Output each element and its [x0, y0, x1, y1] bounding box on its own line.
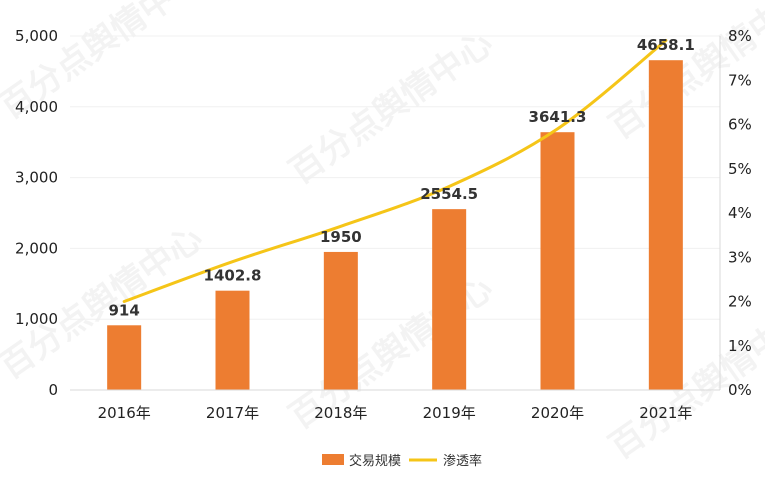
y-right-tick-label: 1%	[728, 337, 752, 355]
bar-series	[107, 60, 683, 391]
line-series	[122, 38, 668, 303]
x-tick-label: 2018年	[314, 404, 367, 422]
y-right-tick-label: 4%	[728, 204, 752, 222]
y-right-tick-label: 6%	[728, 116, 752, 134]
data-label: 3641.3	[529, 108, 587, 126]
penetration-rate-line	[122, 38, 668, 303]
legend: 交易规模 渗透率	[322, 453, 482, 469]
x-tick-label: 2021年	[639, 404, 692, 422]
data-labels: 914 1402.8 1950 2554.5 3641.3 4658.1	[109, 36, 695, 319]
y-left-tick-label: 0	[48, 381, 58, 399]
bar-2016年	[107, 325, 142, 390]
y-right-tick-label: 8%	[728, 27, 752, 45]
y-right-tick-label: 3%	[728, 248, 752, 266]
gridlines	[70, 35, 720, 320]
y-left-tick-label: 5,000	[15, 27, 58, 45]
data-label: 4658.1	[637, 36, 695, 54]
x-tick-label: 2019年	[423, 404, 476, 422]
bar-2020年	[540, 132, 575, 390]
legend-swatch-bar	[322, 454, 344, 465]
data-label: 2554.5	[420, 185, 478, 203]
y-right-tick-label: 5%	[728, 160, 752, 178]
y-left-tick-label: 2,000	[15, 239, 58, 257]
y-right-tick-label: 0%	[728, 381, 752, 399]
x-tick-label: 2017年	[206, 404, 259, 422]
legend-label-bar: 交易规模	[349, 453, 401, 469]
bar-2021年	[648, 60, 683, 391]
bar-2017年	[215, 290, 250, 390]
y-left-tick-label: 1,000	[15, 310, 58, 328]
data-label: 1402.8	[204, 267, 262, 285]
watermark-text: 百分点舆情中心	[282, 23, 500, 192]
y-left-tick-label: 3,000	[15, 169, 58, 187]
axes: 0 1,000 2,000 3,000 4,000 5,000 0% 1% 2% 3% 4% 5% 6%…	[15, 27, 752, 422]
bar-2019年	[432, 209, 467, 390]
x-tick-label: 2020年	[531, 404, 584, 422]
data-label: 914	[109, 301, 140, 319]
y-left-tick-label: 4,000	[15, 98, 58, 116]
y-right-tick-label: 7%	[728, 71, 752, 89]
data-label: 1950	[320, 228, 362, 246]
y-right-tick-label: 2%	[728, 293, 752, 311]
legend-label-line: 渗透率	[443, 453, 482, 469]
x-tick-label: 2016年	[98, 404, 151, 422]
bar-2018年	[323, 251, 358, 390]
